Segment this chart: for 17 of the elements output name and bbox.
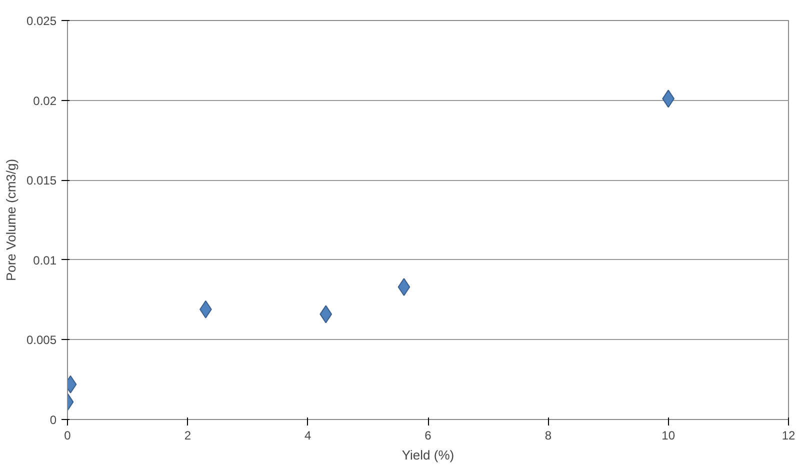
- x-axis-title: Yield (%): [402, 448, 454, 462]
- y-tick-label: 0.015: [26, 174, 57, 188]
- x-tick-label: 4: [304, 428, 312, 442]
- y-tick-label: 0.005: [26, 333, 57, 348]
- x-tick-label: 8: [544, 428, 552, 442]
- y-tick-label: 0.02: [33, 94, 57, 108]
- x-tick-label: 12: [782, 428, 796, 442]
- point: [398, 278, 410, 296]
- y-axis-title: Pore Volume (cm3/g): [3, 158, 18, 282]
- y-tick-label: 0.01: [33, 253, 57, 268]
- x-tick-label: 2: [184, 428, 192, 442]
- x-tick-label: 10: [662, 428, 676, 442]
- point: [320, 305, 332, 324]
- x-tick-label: 0: [64, 428, 72, 442]
- y-tick-label: 0.025: [26, 14, 57, 28]
- x-tick-label: 6: [424, 428, 432, 442]
- y-tick-label: 0: [50, 413, 57, 427]
